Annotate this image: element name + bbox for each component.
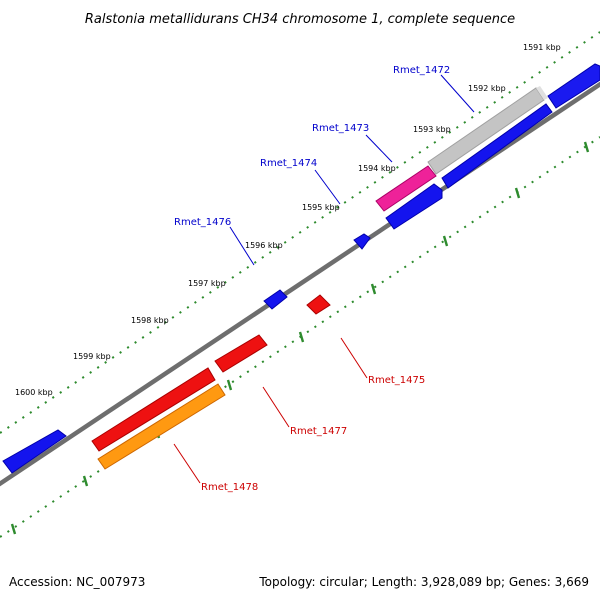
sequence-summary: Topology: circular; Length: 3,928,089 bp… — [258, 575, 589, 589]
gene-feature — [2, 429, 67, 474]
gene-feature — [263, 289, 288, 310]
gene-feature — [547, 63, 600, 109]
gene-feature — [375, 165, 437, 212]
forward-features — [2, 63, 600, 474]
gene-feature — [214, 334, 268, 373]
gene-labels: Rmet_1472 Rmet_1473 Rmet_1474 Rmet_1476 … — [174, 65, 450, 493]
gene-feature-shade — [536, 86, 548, 100]
gene-label: Rmet_1475 — [368, 375, 425, 386]
chromosome-backbone — [0, 81, 600, 487]
gene-feature — [353, 233, 371, 250]
tick-labels: 1591 kbp 1592 kbp 1593 kbp 1594 kbp 1595… — [15, 43, 561, 397]
tick-label: 1598 kbp — [131, 316, 169, 325]
gene-label: Rmet_1476 — [174, 217, 231, 228]
tick-label: 1594 kbp — [358, 164, 396, 173]
label-leaders — [173, 74, 475, 484]
tick-label: 1595 kbp — [302, 203, 340, 212]
tick-label: 1600 kbp — [15, 388, 53, 397]
tick-label: 1593 kbp — [413, 125, 451, 134]
reverse-features — [91, 294, 331, 470]
gene-feature — [97, 383, 226, 470]
tick-label: 1596 kbp — [245, 241, 283, 250]
tick-label: 1592 kbp — [468, 84, 506, 93]
gene-label: Rmet_1478 — [201, 482, 258, 493]
outer-tick-row — [0, 31, 600, 434]
gene-label: Rmet_1474 — [260, 158, 317, 169]
gene-label: Rmet_1477 — [290, 426, 347, 437]
tick-label: 1599 kbp — [73, 352, 111, 361]
gene-label: Rmet_1472 — [393, 65, 450, 76]
gene-feature — [91, 367, 216, 452]
gene-feature — [306, 294, 331, 315]
gene-feature — [385, 183, 443, 230]
tick-label: 1591 kbp — [523, 43, 561, 52]
accession-text: Accession: NC_007973 — [9, 575, 145, 589]
gene-label: Rmet_1473 — [312, 123, 369, 134]
inner-tick-row — [0, 136, 600, 538]
gene-feature — [441, 103, 553, 189]
map-title: Ralstonia metallidurans CH34 chromosome … — [85, 12, 515, 27]
tick-label: 1597 kbp — [188, 279, 226, 288]
